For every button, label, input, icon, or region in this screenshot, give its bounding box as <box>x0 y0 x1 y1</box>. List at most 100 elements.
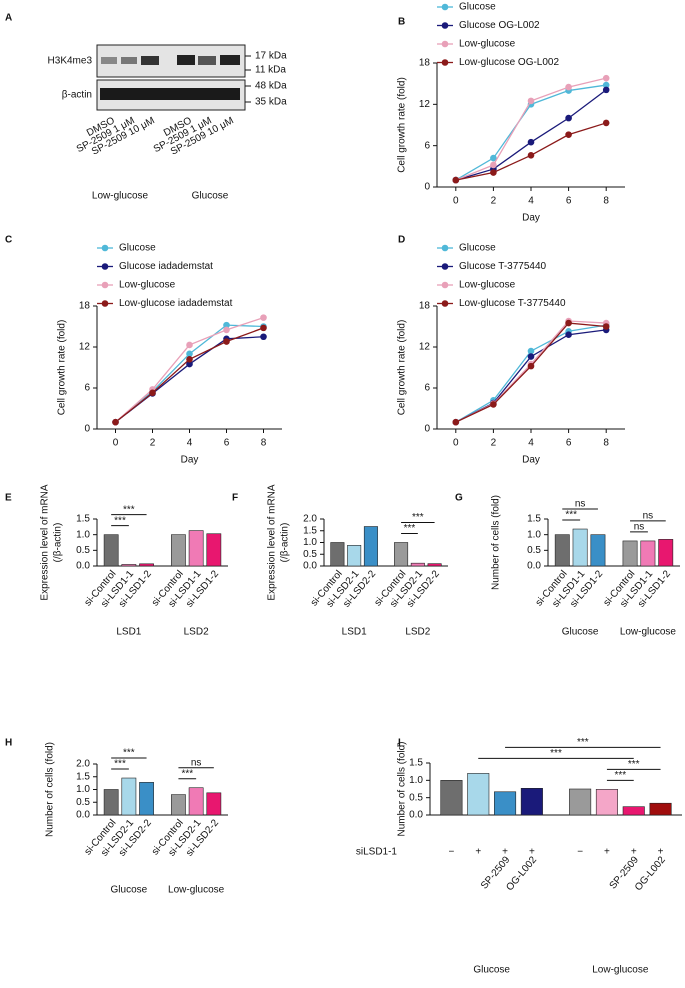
data-point <box>223 326 230 334</box>
bar <box>188 530 204 567</box>
legend-marker <box>101 244 109 252</box>
y-tick-label: 1.0 <box>303 537 317 548</box>
marker-label: 48 kDa <box>255 81 287 92</box>
y-tick-label: 1.5 <box>76 771 90 782</box>
y-tick-label: 0 <box>424 424 430 435</box>
panel-letter: F <box>232 493 238 504</box>
panel-letter: E <box>5 493 12 504</box>
y-tick-label: 1.0 <box>76 529 90 540</box>
legend-label: Low-glucose OG-L002 <box>459 57 559 68</box>
x-tick-label: 0 <box>113 438 119 449</box>
significance-label: *** <box>550 748 562 759</box>
data-point <box>602 119 610 127</box>
legend-label: Glucose <box>119 243 156 254</box>
band <box>220 55 240 65</box>
x-tick-label: 0 <box>453 196 459 207</box>
group-label: Glucose <box>562 627 599 638</box>
marker-label: 11 kDa <box>255 65 286 76</box>
y-tick-label: 2.0 <box>76 759 90 770</box>
bar <box>640 540 656 567</box>
series-line <box>115 324 264 423</box>
bar <box>188 787 204 816</box>
group-label: LSD1 <box>116 627 141 638</box>
legend-label: Glucose OG-L002 <box>459 20 540 31</box>
row-mark: + <box>502 847 508 858</box>
data-point <box>260 314 267 321</box>
y-tick-label: 0.0 <box>76 810 90 821</box>
significance-label: *** <box>404 523 416 534</box>
x-tick-label: 6 <box>566 438 572 449</box>
y-tick-label: 0.0 <box>76 561 90 572</box>
significance-label: *** <box>565 510 577 521</box>
x-tick-label: 4 <box>187 438 193 449</box>
legend-marker <box>101 281 109 289</box>
panel-letter: G <box>455 493 463 504</box>
y-tick-label: 12 <box>79 342 91 353</box>
panel-letter: D <box>398 235 405 246</box>
y-tick-label: 1.0 <box>409 775 423 786</box>
significance-label: *** <box>114 515 126 526</box>
legend-label: Glucose <box>459 2 496 13</box>
bar <box>440 780 463 816</box>
y-tick-label: 12 <box>419 342 431 353</box>
panel-letter: B <box>398 17 405 28</box>
group-label: LSD2 <box>405 627 430 638</box>
data-point <box>490 154 497 162</box>
bar <box>394 542 409 567</box>
bar <box>569 788 592 816</box>
bar <box>139 563 154 567</box>
legend-marker <box>441 3 449 11</box>
y-tick-label: 1.5 <box>409 758 423 769</box>
y-axis-label: Cell growth rate (fold) <box>397 320 408 416</box>
y-tick-label: 1.5 <box>527 514 541 525</box>
significance-label: *** <box>577 737 589 748</box>
bar <box>121 777 137 816</box>
data-point <box>490 169 497 176</box>
bar <box>595 789 618 816</box>
legend-marker <box>441 300 449 307</box>
band <box>100 88 240 100</box>
series-line <box>115 317 264 423</box>
bar <box>103 534 119 567</box>
y-tick-label: 1.5 <box>303 525 317 536</box>
data-point <box>260 333 267 341</box>
legend-label: Glucose iadademstat <box>119 261 213 272</box>
band <box>101 57 117 64</box>
data-point <box>602 74 610 82</box>
data-point <box>565 331 572 339</box>
bar <box>206 792 222 816</box>
marker-label: 17 kDa <box>255 51 287 62</box>
data-point <box>602 86 610 94</box>
group-label: LSD1 <box>342 627 367 638</box>
y-tick-label: 1.0 <box>527 529 541 540</box>
y-tick-label: 0.5 <box>409 792 423 803</box>
y-axis-label: Expression level of mRNA <box>267 484 278 600</box>
y-tick-label: 0.5 <box>76 797 90 808</box>
data-point <box>149 389 156 397</box>
y-tick-label: 1.5 <box>76 514 90 525</box>
data-point <box>527 138 535 146</box>
legend-marker <box>441 263 449 270</box>
legend-marker <box>441 40 449 48</box>
x-tick-label: 2 <box>150 438 156 449</box>
bar <box>121 564 137 567</box>
legend-label: Low-glucose <box>459 280 516 291</box>
y-tick-label: 18 <box>79 301 91 312</box>
bar <box>171 794 186 816</box>
band <box>141 56 159 65</box>
data-point <box>565 114 572 122</box>
data-point <box>186 341 193 349</box>
legend-label: Glucose <box>459 243 496 254</box>
legend-marker <box>441 22 449 29</box>
data-point <box>602 323 610 330</box>
legend-marker <box>101 263 109 270</box>
row-label: H3K4me3 <box>48 56 93 67</box>
row-label: β-actin <box>62 90 92 101</box>
bar <box>622 806 645 816</box>
bar <box>649 802 672 816</box>
x-axis-label: Day <box>181 455 199 466</box>
bar <box>347 545 362 567</box>
group-label: Low-glucose <box>168 885 225 896</box>
series-line <box>115 336 264 423</box>
significance-label: *** <box>114 759 126 770</box>
